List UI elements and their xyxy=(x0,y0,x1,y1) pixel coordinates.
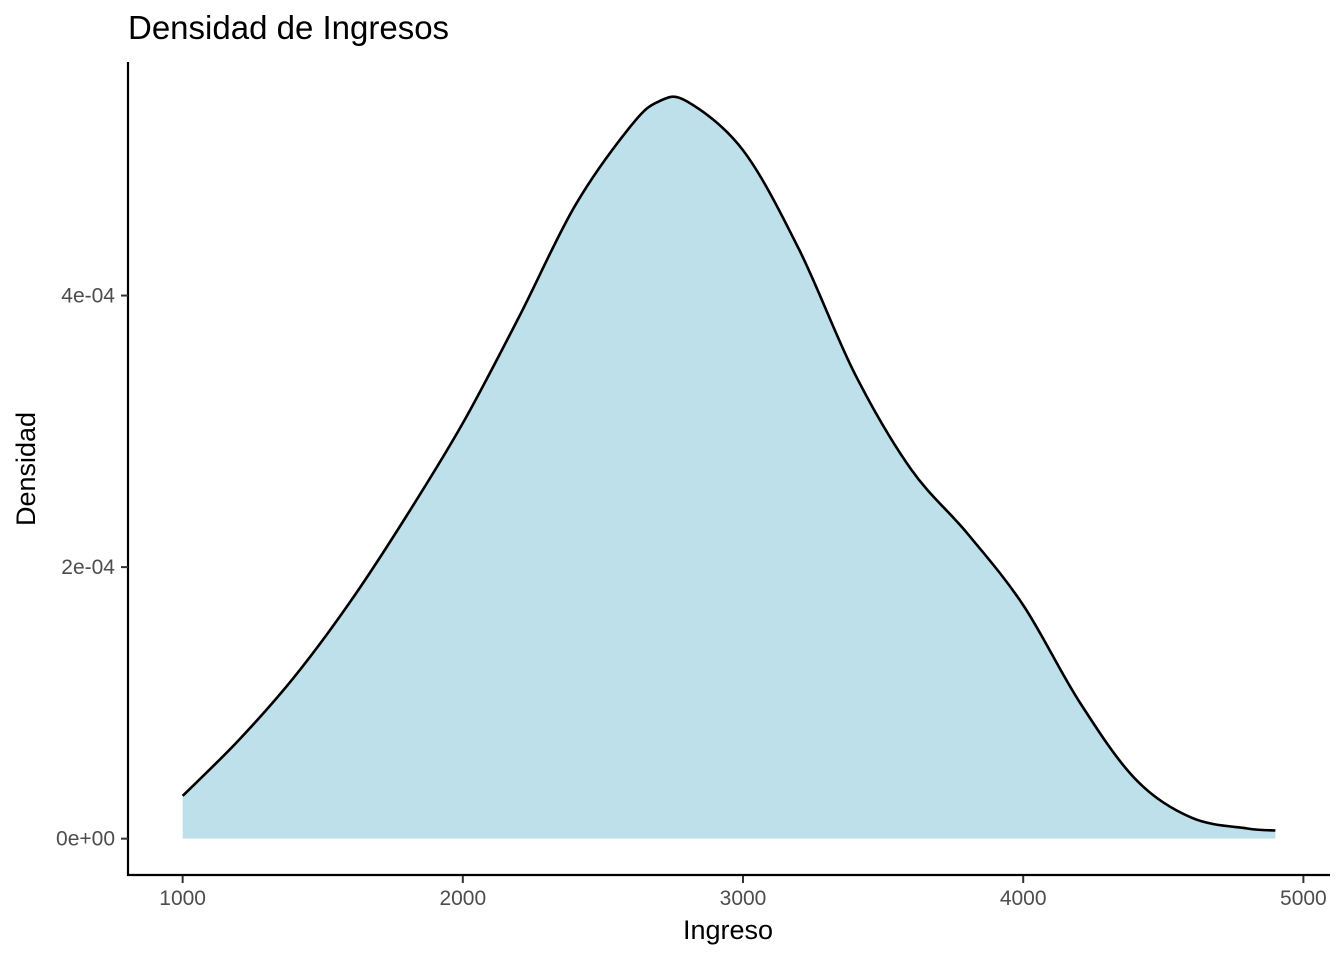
x-tick-label: 1000 xyxy=(159,887,206,910)
y-axis-title: Densidad xyxy=(11,412,41,526)
x-axis-ticks: 1000 2000 3000 4000 5000 xyxy=(159,876,1327,910)
x-tick-label: 4000 xyxy=(1000,887,1047,910)
x-tick-label: 3000 xyxy=(720,887,767,910)
density-line xyxy=(181,95,1276,832)
y-tick-label: 2e-04 xyxy=(61,556,115,579)
x-axis-title: Ingreso xyxy=(683,915,773,945)
y-tick-label: 0e+00 xyxy=(56,828,115,851)
y-axis-ticks: 0e+00 2e-04 4e-04 xyxy=(56,285,128,851)
density-area xyxy=(182,96,1276,839)
y-tick-label: 4e-04 xyxy=(61,285,115,308)
chart-title: Densidad de Ingresos xyxy=(128,9,449,46)
plot-area xyxy=(181,95,1276,839)
x-tick-label: 2000 xyxy=(439,887,486,910)
x-tick-label: 5000 xyxy=(1280,887,1327,910)
